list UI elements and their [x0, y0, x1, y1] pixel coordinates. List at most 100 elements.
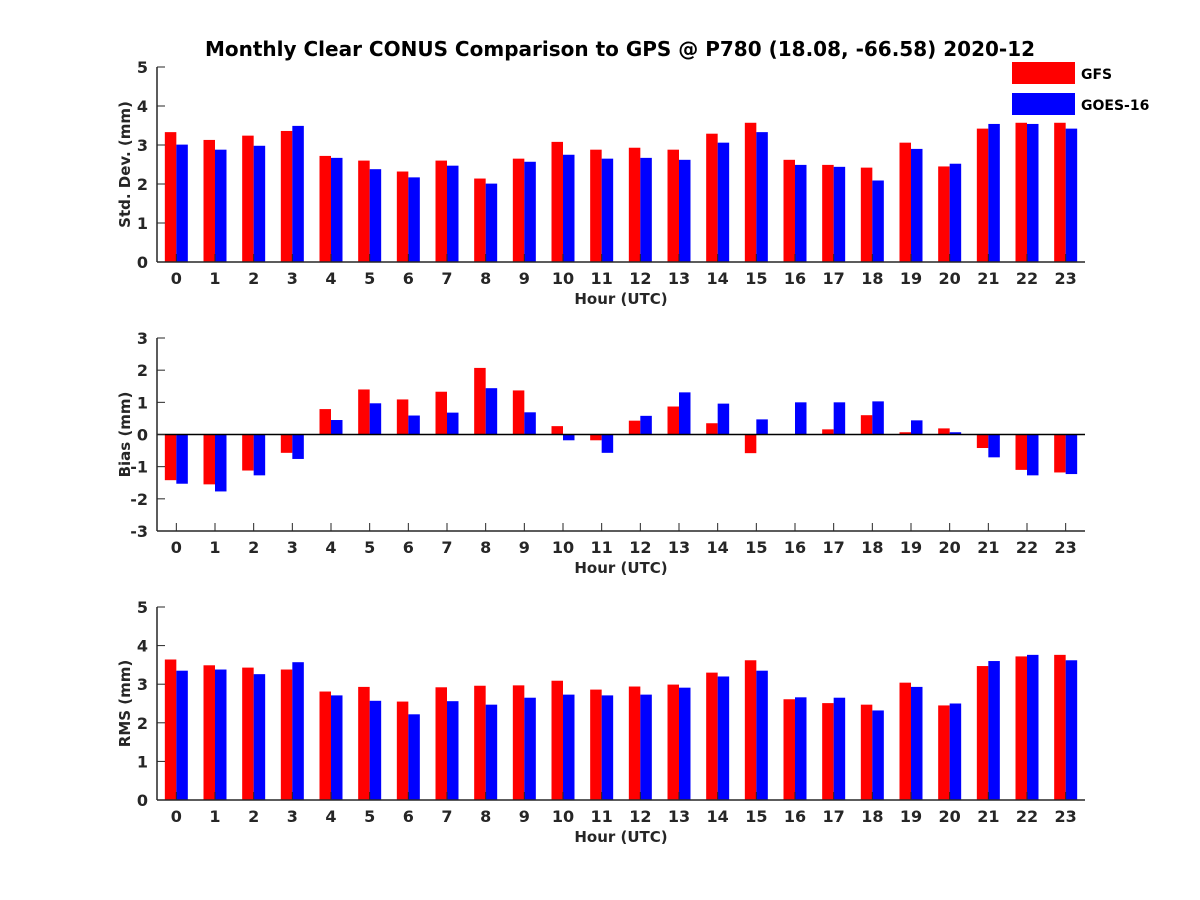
bar-goes-16-8 [485, 183, 498, 262]
bar-goes-16-8 [485, 704, 498, 800]
bar-goes-16-9 [524, 697, 536, 800]
bar-gfs-0 [164, 659, 177, 800]
bar-goes-16-12 [640, 694, 652, 800]
x-tick-label: 10 [552, 807, 574, 826]
y-axis-label: Bias (mm) [116, 392, 134, 478]
legend-label-gfs: GFS [1081, 67, 1112, 83]
bar-gfs-17 [822, 703, 834, 800]
bar-gfs-3 [280, 434, 293, 453]
x-tick-label: 23 [1055, 538, 1077, 557]
x-tick-label: 5 [364, 807, 375, 826]
x-tick-label: 12 [629, 538, 651, 557]
bar-goes-16-0 [176, 670, 188, 800]
bar-gfs-2 [242, 135, 254, 262]
bar-gfs-20 [938, 166, 950, 262]
x-axis-label: Hour (UTC) [574, 290, 667, 308]
bar-gfs-23 [1054, 434, 1066, 473]
x-tick-label: 0 [171, 538, 182, 557]
bar-goes-16-9 [524, 412, 536, 435]
bar-goes-16-14 [717, 403, 730, 435]
bar-gfs-9 [512, 390, 525, 435]
x-tick-label: 20 [939, 807, 961, 826]
bar-goes-16-2 [253, 434, 266, 476]
bar-gfs-13 [667, 406, 679, 435]
bar-gfs-1 [203, 434, 215, 485]
bar-gfs-23 [1054, 654, 1066, 800]
x-tick-label: 8 [480, 807, 491, 826]
bar-goes-16-15 [756, 132, 768, 262]
x-tick-label: 19 [900, 807, 922, 826]
bar-goes-16-9 [524, 161, 536, 262]
x-tick-label: 22 [1016, 538, 1038, 557]
bar-gfs-0 [164, 434, 177, 481]
bar-goes-16-0 [176, 434, 188, 484]
bar-gfs-19 [899, 432, 911, 435]
legend-label-goes-16: GOES-16 [1081, 98, 1149, 114]
bar-goes-16-10 [563, 694, 575, 800]
bar-gfs-3 [280, 130, 293, 262]
bar-gfs-13 [667, 149, 679, 262]
bar-goes-16-3 [292, 434, 304, 459]
y-tick-label: -3 [130, 522, 148, 541]
x-tick-label: 17 [823, 538, 845, 557]
bar-gfs-22 [1015, 122, 1027, 263]
bar-gfs-20 [938, 428, 950, 435]
x-tick-label: 2 [248, 807, 259, 826]
x-tick-label: 20 [939, 538, 961, 557]
x-tick-label: 23 [1055, 807, 1077, 826]
x-tick-label: 1 [209, 538, 220, 557]
y-tick-label: 3 [137, 675, 148, 694]
bar-gfs-12 [628, 420, 641, 435]
bar-gfs-21 [976, 666, 989, 800]
x-tick-label: 7 [441, 269, 452, 288]
figure-title: Monthly Clear CONUS Comparison to GPS @ … [205, 37, 1035, 61]
x-tick-label: 13 [668, 807, 690, 826]
bar-goes-16-23 [1065, 128, 1078, 262]
bar-gfs-21 [976, 128, 989, 262]
bar-gfs-18 [860, 415, 873, 435]
bar-goes-16-17 [833, 166, 846, 262]
bar-gfs-23 [1054, 122, 1066, 263]
x-tick-label: 4 [325, 807, 336, 826]
bar-gfs-22 [1015, 434, 1027, 470]
bar-goes-16-8 [485, 388, 498, 435]
bar-gfs-4 [319, 155, 331, 262]
bar-gfs-10 [551, 426, 563, 435]
bar-gfs-14 [706, 133, 718, 262]
bar-gfs-7 [435, 687, 447, 800]
bar-goes-16-6 [408, 714, 420, 800]
x-tick-label: 14 [707, 807, 729, 826]
bar-goes-16-5 [369, 169, 382, 262]
bar-goes-16-19 [911, 148, 923, 262]
bar-goes-16-21 [988, 434, 1000, 458]
x-tick-label: 21 [977, 807, 999, 826]
x-tick-label: 10 [552, 269, 574, 288]
bar-gfs-7 [435, 160, 447, 262]
series-goes-16 [176, 123, 1078, 262]
x-tick-label: 5 [364, 269, 375, 288]
bar-goes-16-4 [331, 420, 343, 435]
x-tick-label: 4 [325, 538, 336, 557]
x-tick-label: 16 [784, 269, 806, 288]
bar-goes-16-7 [447, 165, 459, 262]
series-gfs [164, 122, 1066, 263]
x-tick-label: 13 [668, 538, 690, 557]
bar-gfs-9 [512, 685, 525, 800]
bar-gfs-8 [474, 178, 486, 262]
bar-goes-16-13 [679, 392, 691, 435]
y-axis-label: Std. Dev. (mm) [116, 101, 134, 228]
bar-goes-16-6 [408, 415, 420, 435]
y-tick-label: 3 [137, 329, 148, 348]
bar-gfs-15 [744, 122, 757, 263]
y-tick-label: -1 [130, 458, 148, 477]
bar-goes-16-7 [447, 412, 459, 435]
bar-gfs-6 [396, 171, 409, 262]
y-tick-label: 0 [137, 253, 148, 272]
bar-gfs-2 [242, 434, 254, 471]
bar-gfs-10 [551, 680, 563, 800]
x-tick-label: 3 [287, 269, 298, 288]
x-tick-label: 6 [403, 538, 414, 557]
